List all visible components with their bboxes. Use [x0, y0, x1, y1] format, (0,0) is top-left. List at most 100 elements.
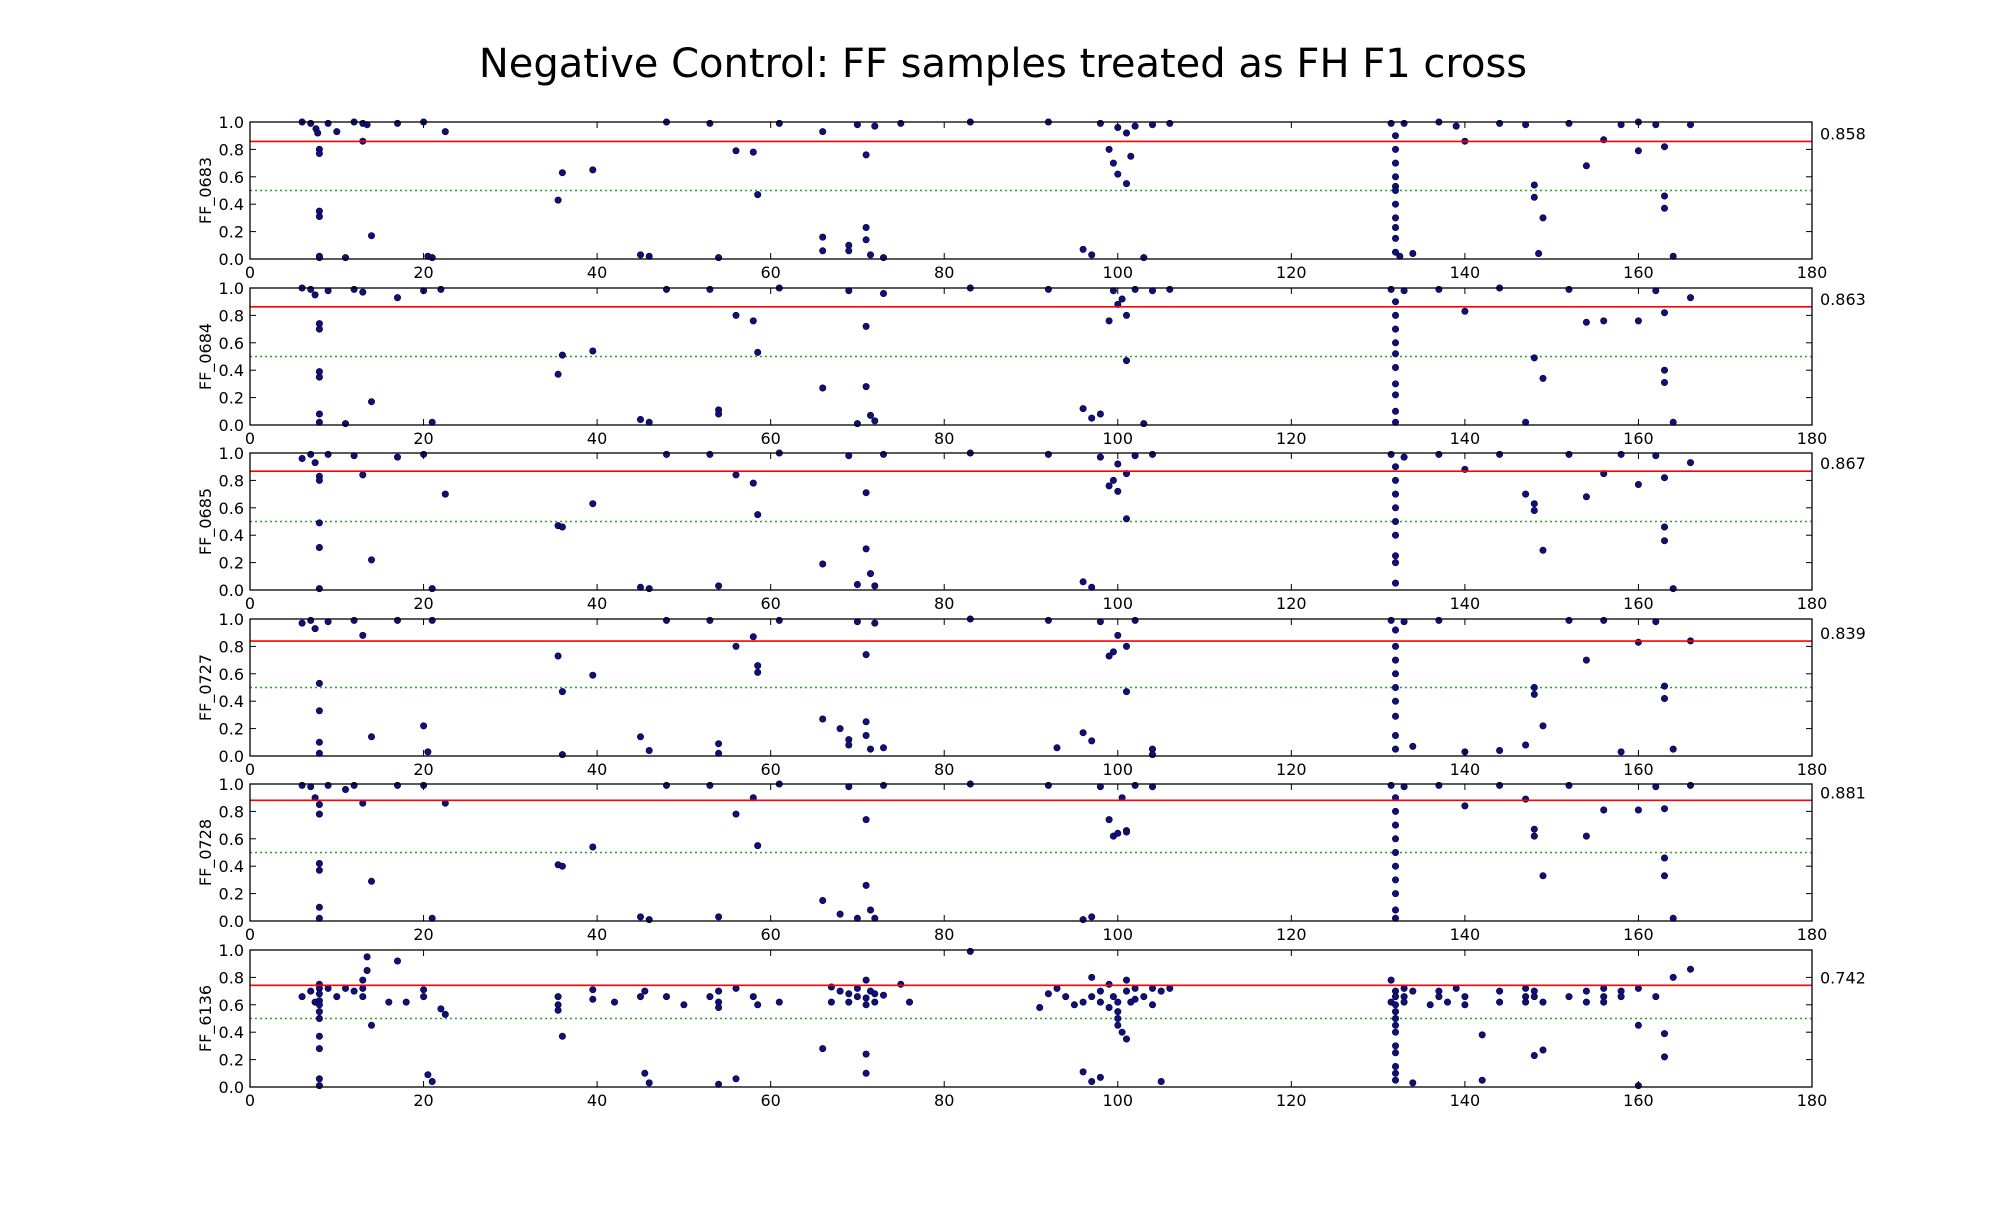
- data-point: [897, 980, 905, 988]
- data-point: [1634, 806, 1642, 814]
- data-point: [1400, 119, 1408, 127]
- data-point: [324, 984, 332, 992]
- data-point: [1409, 742, 1417, 750]
- data-point: [862, 383, 870, 391]
- data-point: [1392, 683, 1400, 691]
- panel-ff-0728: 0.881 0.0 0.2 0.4 0.6 0.8 1.0 0 20 40 60 80 100 120 14…: [196, 775, 1866, 944]
- data-point: [862, 1050, 870, 1058]
- data-point: [341, 254, 349, 262]
- data-point: [1105, 816, 1113, 824]
- y-tick-label: 1.0: [219, 941, 244, 960]
- data-point: [749, 993, 757, 1001]
- x-tick-label: 160: [1623, 263, 1654, 282]
- x-tick-label: 20: [413, 594, 433, 613]
- data-point: [1600, 998, 1608, 1006]
- data-point: [1392, 1069, 1400, 1077]
- data-point: [862, 151, 870, 159]
- data-point: [350, 285, 358, 293]
- data-point: [1079, 916, 1087, 924]
- y-tick-label: 0.6: [219, 996, 244, 1015]
- data-point: [1617, 993, 1625, 1001]
- x-tick-label: 20: [413, 263, 433, 282]
- data-point: [311, 291, 319, 299]
- data-point: [754, 511, 762, 519]
- data-point: [554, 196, 562, 204]
- data-point: [1435, 450, 1443, 458]
- data-point: [1530, 1052, 1538, 1060]
- data-point: [1435, 781, 1443, 789]
- data-point: [1044, 616, 1052, 624]
- data-point: [1070, 1001, 1078, 1009]
- data-point: [1079, 245, 1087, 253]
- data-point: [732, 311, 740, 319]
- data-point: [1409, 1079, 1417, 1087]
- data-point: [1149, 984, 1157, 992]
- data-point: [359, 993, 367, 1001]
- data-point: [1461, 307, 1469, 315]
- data-point: [1392, 1049, 1400, 1057]
- data-point: [866, 745, 874, 753]
- y-tick-label: 0.2: [219, 1051, 244, 1070]
- data-point: [749, 479, 757, 487]
- data-point: [589, 843, 597, 851]
- threshold-label: 0.858: [1820, 124, 1866, 143]
- data-point: [1661, 143, 1669, 151]
- data-point: [1387, 976, 1395, 984]
- data-point: [1669, 745, 1677, 753]
- data-point: [1652, 993, 1660, 1001]
- data-point: [558, 688, 566, 696]
- data-point: [1582, 162, 1590, 170]
- panel-ff-6136: 0.742 0.0 0.2 0.4 0.6 0.8 1.0 0 20 40 60 80 100 120 14…: [196, 941, 1866, 1110]
- data-point: [1105, 1003, 1113, 1011]
- data-point: [636, 733, 644, 741]
- data-point: [437, 285, 445, 293]
- data-point: [1062, 993, 1070, 1001]
- y-tick-label: 0.0: [219, 250, 244, 269]
- data-point: [1096, 987, 1104, 995]
- data-point: [1096, 119, 1104, 127]
- data-point: [1400, 998, 1408, 1006]
- data-point: [1392, 559, 1400, 567]
- data-point: [1687, 965, 1695, 973]
- x-tick-label: 120: [1276, 1091, 1307, 1110]
- data-point: [1392, 490, 1400, 498]
- data-point: [341, 420, 349, 428]
- data-point: [589, 986, 597, 994]
- data-point: [715, 582, 723, 590]
- data-point: [819, 560, 827, 568]
- data-point: [341, 984, 349, 992]
- data-point: [1669, 585, 1677, 593]
- y-tick-label: 0.2: [219, 885, 244, 904]
- data-point: [393, 957, 401, 965]
- data-point: [1118, 295, 1126, 303]
- x-tick-label: 40: [587, 594, 607, 613]
- data-point: [1392, 745, 1400, 753]
- data-point: [1582, 656, 1590, 664]
- data-point: [324, 119, 332, 127]
- y-tick-label: 0.6: [219, 334, 244, 353]
- data-point: [1114, 631, 1122, 639]
- data-point: [879, 781, 887, 789]
- data-point: [853, 984, 861, 992]
- x-tick-label: 160: [1623, 925, 1654, 944]
- data-point: [706, 781, 714, 789]
- data-point: [1634, 480, 1642, 488]
- data-point: [1522, 490, 1530, 498]
- data-point: [715, 410, 723, 418]
- y-tick-label: 0.8: [219, 140, 244, 159]
- data-point: [862, 881, 870, 889]
- data-point: [845, 998, 853, 1006]
- data-point: [641, 1069, 649, 1077]
- data-point: [1392, 325, 1400, 333]
- data-point: [1392, 350, 1400, 358]
- data-point: [819, 1045, 827, 1053]
- panel-ff-0684: 0.863 0.0 0.2 0.4 0.6 0.8 1.0 0 20 40 60 80 100 120 14…: [196, 279, 1866, 448]
- y-tick-label: 0.8: [219, 471, 244, 490]
- x-tick-label: 0: [245, 925, 255, 944]
- data-point: [610, 998, 618, 1006]
- data-point: [1392, 1021, 1400, 1029]
- data-point: [1634, 984, 1642, 992]
- data-point: [879, 450, 887, 458]
- data-point: [363, 953, 371, 961]
- data-point: [1392, 173, 1400, 181]
